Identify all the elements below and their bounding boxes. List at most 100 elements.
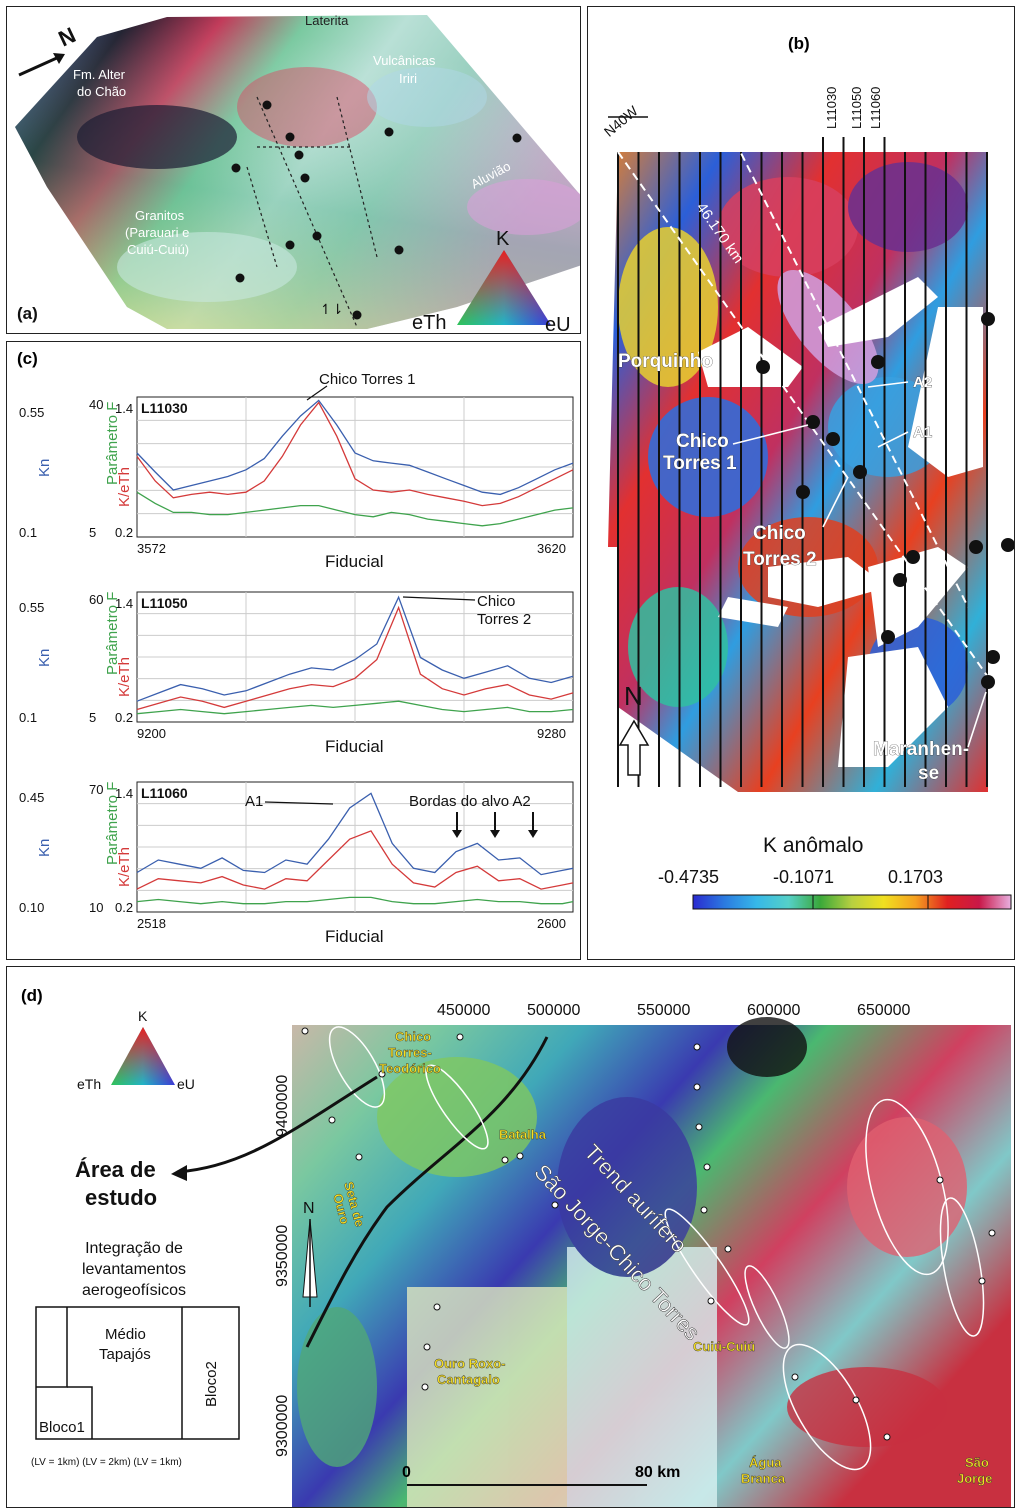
north-label: N — [55, 22, 80, 51]
kn-axis-label: Kn — [36, 839, 53, 857]
profile-series-f — [136, 896, 574, 905]
f-axis-label: Parâmetro F — [104, 782, 121, 865]
label-granitos-3: Cuiú-Cuiú) — [127, 242, 189, 257]
y-axis-ticks-d: 9400000 9350000 9300000 — [274, 1075, 291, 1457]
annotation-arrow — [306, 385, 328, 401]
svg-text:0: 0 — [402, 1464, 411, 1481]
svg-text:eU: eU — [177, 1076, 195, 1092]
profile-series-kn — [136, 792, 574, 876]
label-vulcanicas-2: Iriri — [399, 71, 417, 86]
label-fm-alter-2: do Chão — [77, 84, 126, 99]
svg-text:-0.4735: -0.4735 — [658, 867, 719, 887]
f-tick: 10 — [89, 900, 103, 915]
place-labels-d: Chico Torres- Teodórico Batalha Seta de … — [330, 1029, 993, 1486]
no-data-areas — [698, 277, 983, 767]
keth-axis-label: K/eTh — [116, 467, 133, 507]
svg-text:L11030: L11030 — [824, 87, 839, 129]
svg-text:K: K — [138, 1008, 148, 1024]
study-area-1: Área de — [75, 1157, 156, 1182]
svg-text:Torres-: Torres- — [388, 1045, 432, 1060]
svg-text:500000: 500000 — [527, 1002, 580, 1019]
label-granitos-2: (Parauari e — [125, 225, 189, 240]
profile-series-kn — [136, 399, 574, 496]
line-labels: L11030 L11050 L11060 — [824, 87, 883, 129]
svg-text:Água: Água — [749, 1455, 782, 1470]
label-vulcanicas-1: Vulcânicas — [373, 53, 436, 68]
geology-labels: Laterita Fm. Alter do Chão Vulcânicas Ir… — [73, 13, 513, 257]
svg-text:Porquinho: Porquinho — [618, 351, 713, 372]
f-tick: 40 — [89, 397, 103, 412]
svg-text:Chico: Chico — [676, 431, 729, 452]
kn-axis-label: Kn — [36, 649, 53, 667]
svg-text:Torres 2: Torres 2 — [743, 549, 817, 570]
svg-text:K: K — [496, 228, 510, 250]
annotation-chico-torres-2a: Chico — [477, 593, 515, 610]
ternary-legend-d: K eTh eU — [77, 1008, 195, 1092]
profile-series-keth — [136, 830, 574, 890]
svg-text:9400000: 9400000 — [274, 1075, 291, 1137]
panel-b-map: (b) N40W 46.170 km L1103 — [601, 34, 1014, 910]
target-arrows — [732, 381, 987, 748]
chart-line-label: L11030 — [141, 400, 188, 416]
label-laterita: Laterita — [305, 13, 349, 28]
profile-line-2 — [717, 106, 969, 608]
study-area-arrow — [176, 1075, 378, 1174]
svg-text:450000: 450000 — [437, 1002, 490, 1019]
svg-text:L11060: L11060 — [868, 87, 883, 129]
svg-text:Torres 1: Torres 1 — [663, 453, 737, 474]
panel-b: (b) N40W 46.170 km L1103 — [587, 6, 1015, 960]
keth-axis-label: K/eTh — [116, 657, 133, 697]
svg-text:se: se — [918, 763, 939, 784]
svg-text:levantamentos: levantamentos — [82, 1261, 186, 1278]
flight-lines — [617, 137, 988, 787]
annotation-a1: A1 — [245, 793, 263, 810]
profile-line — [617, 151, 989, 678]
svg-text:N: N — [624, 681, 643, 711]
lv-note: (LV = 1km) (LV = 2km) (LV = 1km) — [31, 1457, 182, 1468]
keth-tick: 1.4 — [115, 786, 133, 801]
chart-line-label: L11050 — [141, 595, 188, 611]
svg-text:Bloco2: Bloco2 — [203, 1361, 220, 1407]
svg-text:550000: 550000 — [637, 1002, 690, 1019]
svg-text:São: São — [965, 1455, 989, 1470]
map-patches-d — [297, 1017, 967, 1507]
profile-series-kn — [136, 595, 574, 702]
panel-a-letter: (a) — [17, 304, 38, 323]
keth-tick: 0.2 — [115, 710, 133, 725]
x-tick: 2600 — [537, 916, 566, 931]
svg-text:Chico: Chico — [395, 1029, 431, 1044]
svg-text:600000: 600000 — [747, 1002, 800, 1019]
svg-text:Branca: Branca — [741, 1471, 786, 1486]
svg-text:eU: eU — [545, 314, 571, 334]
svg-text:Chico: Chico — [753, 523, 806, 544]
x-axis-label: Fiducial — [325, 927, 384, 946]
study-area-2: estudo — [85, 1185, 157, 1210]
f-axis-label: Parâmetro F — [104, 402, 121, 485]
keth-tick: 1.4 — [115, 401, 133, 416]
annotation-arrow — [264, 801, 334, 805]
north-arrow-d: N — [302, 1200, 318, 1307]
keth-tick: 1.4 — [115, 596, 133, 611]
fault-lines — [246, 96, 378, 328]
annotation-chico-torres-2b: Torres 2 — [477, 611, 531, 628]
panel-c-letter: (c) — [17, 349, 38, 368]
panel-d-map: (d) — [21, 986, 1011, 1507]
f-tick: 5 — [89, 710, 96, 725]
x-tick: 9280 — [537, 726, 566, 741]
svg-text:eTh: eTh — [412, 312, 446, 334]
svg-text:80 km: 80 km — [635, 1464, 680, 1481]
blocks-diagram — [35, 1306, 240, 1440]
keth-tick: 0.2 — [115, 525, 133, 540]
svg-text:Cantagalo: Cantagalo — [437, 1372, 500, 1387]
svg-text:Bloco1: Bloco1 — [39, 1419, 85, 1436]
x-tick: 9200 — [137, 726, 166, 741]
kn-tick: 0.55 — [19, 405, 44, 420]
svg-text:↿⇂: ↿⇂ — [320, 301, 343, 317]
svg-text:Teodórico: Teodórico — [379, 1061, 441, 1076]
keth-tick: 0.2 — [115, 900, 133, 915]
kn-axis-label: Kn — [36, 459, 53, 477]
svg-text:A2: A2 — [913, 374, 932, 391]
colorbar — [692, 894, 1012, 910]
